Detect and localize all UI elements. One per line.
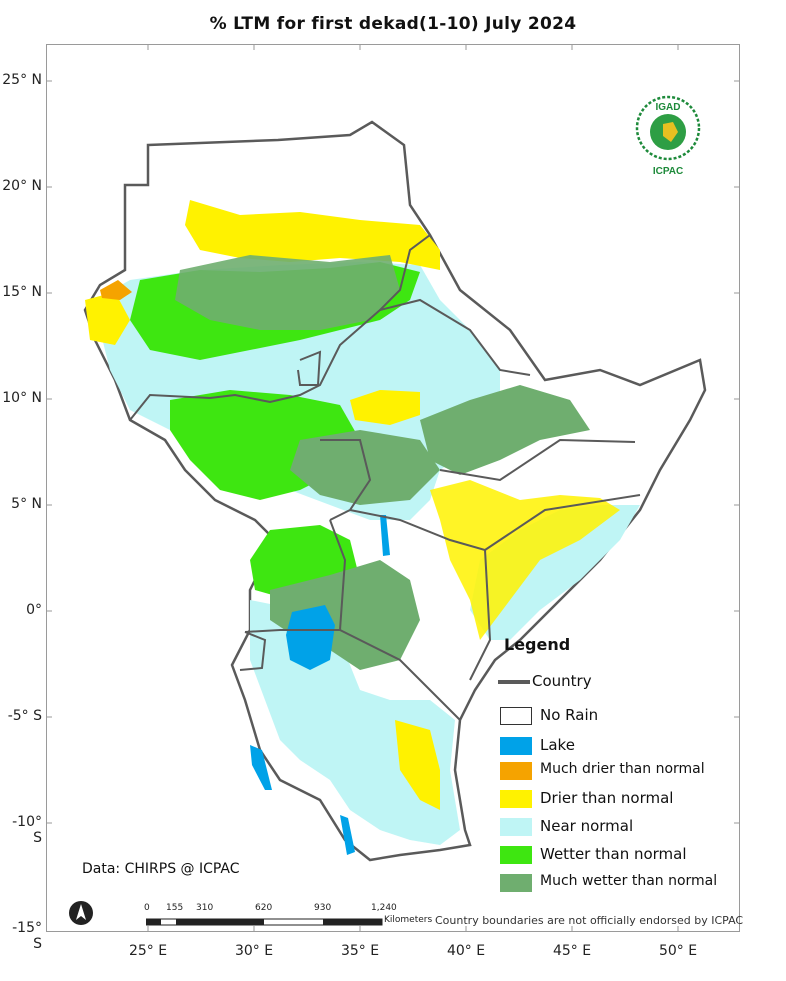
scale-tick-930: 930: [314, 903, 332, 913]
igad-icpac-logo: IGAD ICPAC: [635, 95, 701, 177]
legend-country-label: Country: [532, 672, 592, 690]
legend-label-much-wetter: Much wetter than normal: [540, 873, 718, 889]
much-wetter-area-north: [175, 255, 400, 330]
legend-row-near-normal: Near normal: [498, 816, 738, 840]
border-ethiopia-somalia: [439, 438, 636, 482]
scale-bar-graphic: [146, 918, 383, 926]
logo-bottom-text: ICPAC: [653, 166, 683, 177]
legend-title: Legend: [504, 635, 571, 654]
scale-tick-155: 155: [166, 903, 184, 913]
border-kenya: [349, 509, 492, 681]
legend-swatch-much-wetter: [500, 874, 532, 892]
border-chad-strip: [297, 350, 322, 386]
lat-label-25n: 25° N: [2, 72, 42, 88]
drier-area-west: [85, 292, 130, 345]
much-wetter-area-east: [420, 385, 590, 475]
drier-area-east: [430, 480, 620, 640]
lon-label-45e: 45° E: [552, 943, 592, 959]
legend-label-lake: Lake: [540, 736, 575, 754]
lat-label-20n: 20° N: [2, 178, 42, 194]
scale-tick-620: 620: [255, 903, 273, 913]
border-ethiopia-west: [379, 298, 531, 376]
legend-label-drier: Drier than normal: [540, 789, 674, 807]
legend-row-drier: Drier than normal: [498, 788, 738, 812]
drier-area-north: [185, 200, 440, 270]
border-sudan-southsudan: [129, 234, 431, 421]
lat-label-10n: 10° N: [2, 390, 42, 406]
data-credit: Data: CHIRPS @ ICPAC: [82, 861, 240, 877]
north-arrow-icon: [69, 901, 93, 925]
logo-top-text: IGAD: [656, 102, 681, 113]
legend-label-no-rain: No Rain: [540, 706, 599, 724]
scale-unit: Kilometers: [384, 915, 433, 925]
legend-row-wetter: Wetter than normal: [498, 844, 738, 868]
lon-label-25e: 25° E: [128, 943, 168, 959]
much-drier-area: [100, 280, 132, 300]
border-southsudan-ethiopia: [320, 439, 372, 521]
border-rwanda-burundi: [239, 631, 267, 671]
legend-row-lake: Lake: [498, 735, 738, 759]
legend-label-wetter: Wetter than normal: [540, 845, 687, 863]
scale-tick-310: 310: [196, 903, 214, 913]
legend-row-no-rain: No Rain: [498, 705, 738, 729]
legend-label-near-normal: Near normal: [540, 817, 634, 835]
lon-label-40e: 40° E: [446, 943, 486, 959]
country-line-swatch: [498, 680, 530, 684]
lat-label-5s: -5° S: [7, 708, 42, 724]
scale-tick-0: 0: [144, 903, 150, 913]
lake-malawi: [340, 815, 355, 855]
lon-label-30e: 30° E: [234, 943, 274, 959]
lon-label-35e: 35° E: [340, 943, 380, 959]
legend-label-much-drier: Much drier than normal: [540, 761, 705, 777]
legend-row-much-wetter: Much wetter than normal: [498, 872, 738, 896]
map-title: % LTM for first dekad(1-10) July 2024: [209, 14, 577, 34]
lat-label-0: 0°: [26, 602, 42, 618]
lon-label-50e: 50° E: [658, 943, 698, 959]
legend-row-much-drier: Much drier than normal: [498, 760, 738, 784]
lake-turkana: [380, 515, 390, 556]
drier-area-south: [395, 720, 440, 810]
lat-label-5n: 5° N: [11, 496, 42, 512]
legend-swatch-lake: [500, 737, 532, 755]
legend-swatch-much-drier: [500, 762, 532, 780]
border-tanzania-kenya: [339, 629, 461, 721]
boundary-disclaimer: Country boundaries are not officially en…: [435, 914, 744, 927]
border-somalia-kenya: [484, 494, 641, 551]
lake-tanganyika: [250, 745, 272, 790]
lat-label-15s: -15° S: [12, 920, 42, 952]
drier-area-central: [350, 390, 420, 425]
lake-victoria: [286, 605, 335, 670]
scale-tick-1240: 1,240: [371, 903, 397, 913]
legend-swatch-drier: [500, 790, 532, 808]
legend-swatch-no-rain: [500, 707, 532, 725]
lat-label-15n: 15° N: [2, 284, 42, 300]
lat-label-10s: -10° S: [12, 814, 42, 846]
much-wetter-area-central: [290, 430, 440, 505]
legend-swatch-near-normal: [500, 818, 532, 836]
legend-row-country: Country: [498, 671, 738, 695]
legend-swatch-wetter: [500, 846, 532, 864]
